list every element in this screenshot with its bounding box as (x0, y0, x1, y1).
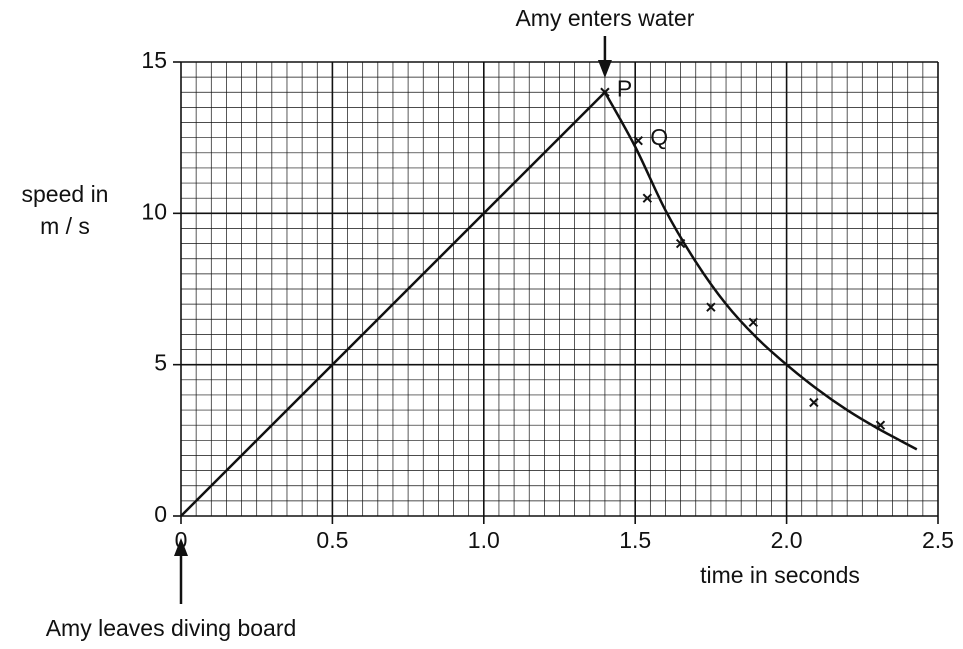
point-label: Q (650, 124, 668, 150)
data-point (642, 193, 653, 203)
data-point (600, 87, 610, 97)
x-tick-label: 2.5 (922, 527, 954, 553)
arrow-head (174, 538, 188, 556)
curve (180, 91, 606, 517)
y-axis-label: m / s (40, 213, 90, 239)
data-point (875, 420, 886, 430)
data-point (706, 302, 716, 312)
x-tick-label: 1.5 (619, 527, 651, 553)
data-point (675, 238, 686, 249)
y-tick-label: 5 (154, 350, 167, 376)
data-point (809, 397, 819, 408)
annotation: Amy enters water (515, 5, 694, 31)
y-axis-label: speed in (22, 181, 109, 207)
grid (180, 61, 939, 517)
data-point (633, 135, 643, 146)
y-tick-label: 15 (141, 47, 167, 73)
curve (603, 91, 918, 451)
arrow-head (597, 60, 612, 78)
y-tick-label: 10 (141, 198, 167, 224)
annotation: Amy leaves diving board (46, 615, 297, 641)
y-tick-label: 0 (154, 501, 167, 527)
x-tick-label: 0.5 (316, 527, 348, 553)
x-tick-label: 2.0 (771, 527, 803, 553)
data-point (748, 317, 758, 328)
x-axis-label: time in seconds (700, 562, 860, 588)
point-label: P (617, 75, 632, 101)
x-tick-label: 1.0 (468, 527, 500, 553)
